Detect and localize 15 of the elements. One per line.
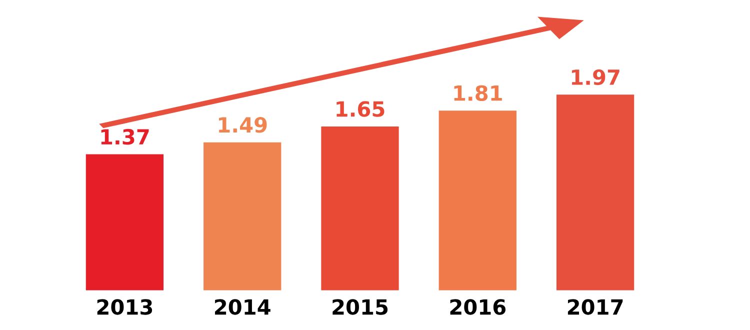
x-tick-label: 2013 xyxy=(97,299,152,315)
bar xyxy=(321,126,399,290)
data-label: 1.65 xyxy=(336,101,384,117)
bar xyxy=(556,94,634,290)
bar xyxy=(86,154,164,290)
bar xyxy=(438,110,516,290)
x-tick-label: 2016 xyxy=(450,299,506,315)
data-label: 1.49 xyxy=(219,117,267,133)
data-label: 1.97 xyxy=(572,69,620,86)
data-label: 1.81 xyxy=(454,85,502,101)
x-tick-label: 2014 xyxy=(215,299,270,315)
x-tick-label: 2017 xyxy=(568,299,623,315)
bar xyxy=(204,142,282,290)
data-label: 1.37 xyxy=(101,128,149,145)
x-tick-label: 2015 xyxy=(332,299,388,315)
